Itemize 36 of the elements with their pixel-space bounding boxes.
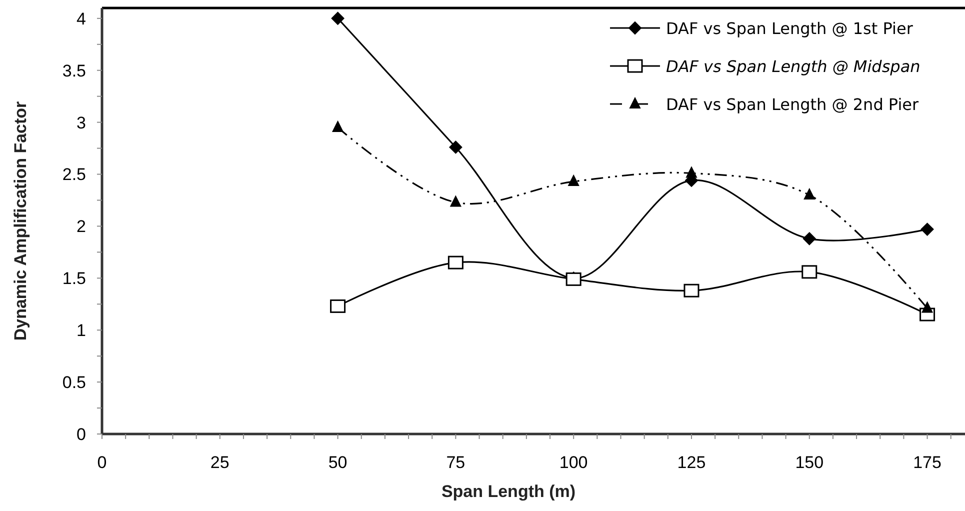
x-tick-label: 175: [913, 453, 942, 472]
point: [450, 196, 462, 207]
x-tick-label: 75: [446, 453, 466, 472]
x-axis-title: Span Length (m): [441, 482, 576, 501]
x-tick-label: 50: [328, 453, 348, 472]
point: [922, 302, 933, 313]
y-tick-label: 1: [76, 321, 86, 340]
point: [331, 12, 344, 25]
y-tick-label: 3.5: [62, 61, 86, 80]
y-tick-label: 0: [76, 425, 86, 444]
point: [330, 299, 346, 313]
point: [568, 175, 580, 186]
point: [802, 265, 818, 279]
point: [449, 140, 462, 154]
point: [448, 256, 464, 270]
point: [804, 188, 815, 200]
y-tick-label: 1.5: [62, 269, 86, 288]
point: [684, 284, 700, 298]
y-tick-label: 2: [76, 217, 86, 236]
legend-label: DAF vs Span Length @ Midspan: [666, 57, 920, 76]
point: [920, 222, 934, 236]
y-tick-label: 3: [76, 113, 86, 132]
y-axis-title: Dynamic Amplification Factor: [11, 100, 30, 341]
legend-label: DAF vs Span Length @ 1st Pier: [666, 19, 914, 38]
point: [802, 232, 816, 246]
y-tick-label: 4: [76, 9, 86, 28]
y-tick-label: 2.5: [62, 165, 86, 184]
point: [332, 120, 344, 132]
y-tick-label: 0.5: [62, 373, 86, 392]
point: [686, 166, 697, 178]
x-tick-label: 25: [210, 453, 230, 472]
legend-label: DAF vs Span Length @ 2nd Pier: [666, 95, 920, 114]
x-tick-label: 125: [677, 453, 706, 472]
x-tick-label: 100: [559, 453, 588, 472]
x-tick-label: 150: [795, 453, 824, 472]
x-tick-label: 0: [97, 453, 107, 472]
